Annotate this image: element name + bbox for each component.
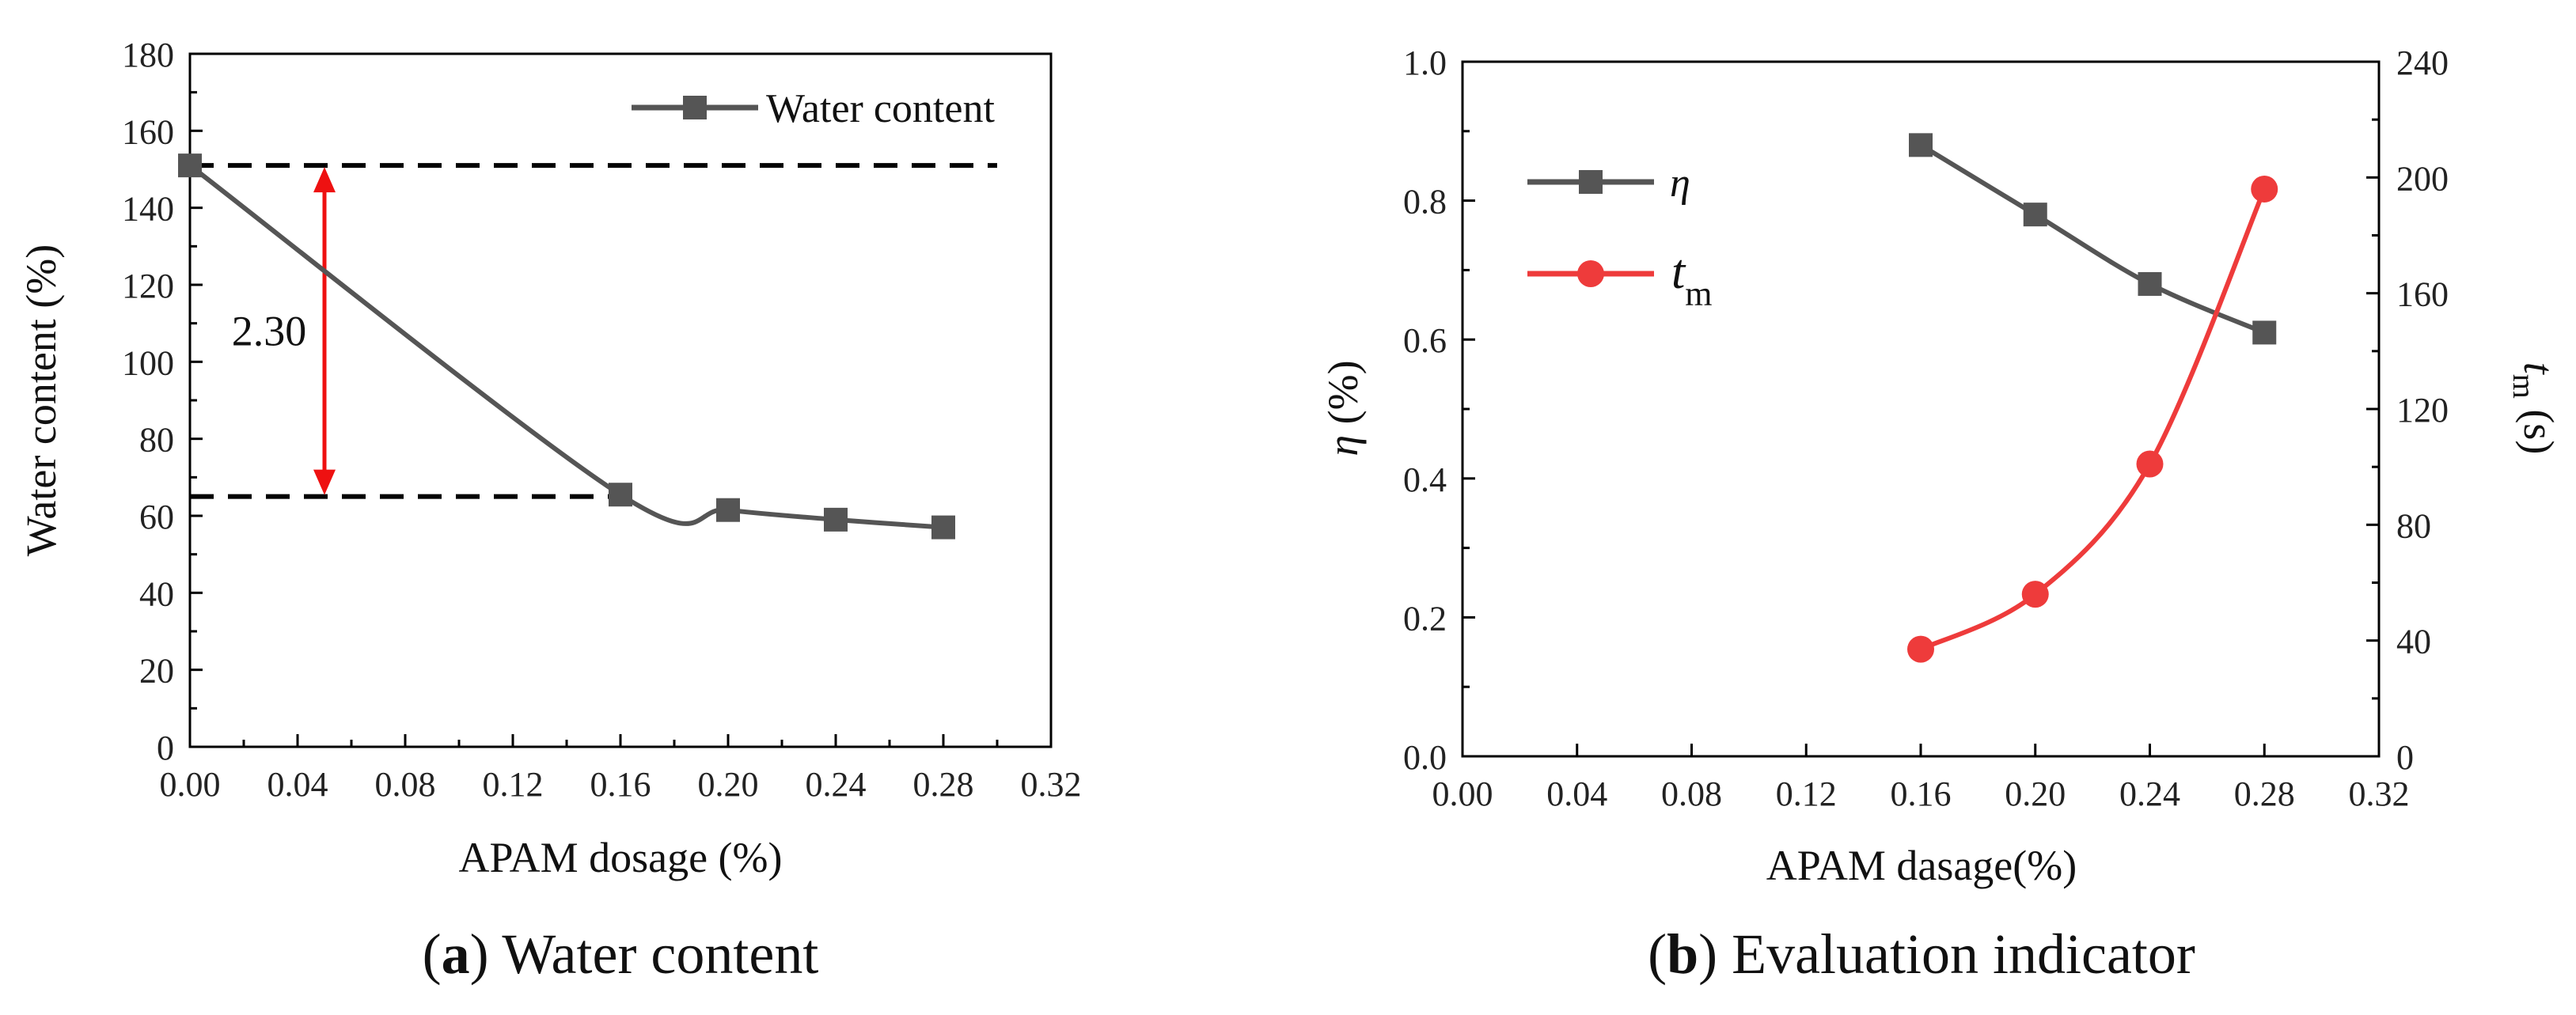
chart-b-xlabel: APAM dasage(%) — [1766, 842, 2077, 889]
chart-a-x-tick-label: 0.28 — [913, 765, 974, 804]
chart-a-arrow-label: 2.30 — [232, 307, 307, 354]
chart-b-y-left-tick-label: 0.4 — [1403, 460, 1447, 499]
chart-b-x-tick-label: 0.28 — [2234, 775, 2295, 813]
chart-b-y-right-tick-label: 80 — [2396, 506, 2431, 545]
chart-a-data-point — [824, 507, 848, 532]
chart-a-x-tick-label: 0.08 — [375, 765, 436, 804]
chart-b-x-ticks: 0.00 0.04 0.08 0.12 0.16 0.20 0.24 0.28 0.32 — [1432, 744, 2410, 813]
chart-b-y-left-tick-label: 0.8 — [1403, 183, 1447, 222]
chart-a-y-tick-label: 60 — [139, 498, 174, 536]
chart-b-y-right-tick-label: 40 — [2396, 623, 2431, 661]
chart-b-y-right-ticks: 0 40 80 120 160 200 240 — [2366, 44, 2449, 777]
chart-b-eta-data-point — [2023, 203, 2047, 227]
chart-b-tm-data-point — [1907, 635, 1934, 663]
chart-a-y-tick-label: 100 — [122, 343, 174, 382]
chart-b-y-right-tick-label: 120 — [2396, 391, 2449, 430]
chart-b-legend-tm-marker — [1577, 260, 1604, 287]
chart-b-x-tick-label: 0.08 — [1661, 775, 1722, 813]
chart-a-y-tick-label: 0 — [157, 729, 174, 767]
chart-a-arrow — [313, 167, 336, 495]
chart-b-legend-tm-label: tm — [1671, 245, 1712, 313]
chart-b-ylabel-left-symbol: η — [1319, 435, 1367, 456]
chart-a-caption-text: Water content — [502, 922, 818, 986]
chart-a-y-tick-label: 20 — [139, 652, 174, 691]
chart-a-x-tick-label: 0.16 — [590, 765, 651, 804]
chart-a-y-ticks: 0 20 40 60 80 100 120 140 160 180 — [122, 36, 203, 767]
chart-a-y-tick-label: 140 — [122, 190, 174, 229]
chart-a-series — [178, 153, 955, 540]
chart-b-y-left-tick-label: 1.0 — [1403, 44, 1447, 82]
chart-b-eta-data-point — [2252, 320, 2277, 345]
chart-a-legend-marker — [683, 96, 707, 119]
chart-b-y-right-tick-label: 200 — [2396, 159, 2449, 198]
chart-a-caption-letter: a — [442, 922, 470, 986]
chart-a-x-tick-label: 0.04 — [267, 765, 328, 804]
chart-a-y-tick-label: 120 — [122, 267, 174, 305]
chart-b-ylabel-right-sub: m — [2506, 374, 2542, 399]
chart-b-ylabel-right-symbol: t — [2515, 362, 2563, 376]
chart-b-y-right-tick-label: 0 — [2396, 738, 2414, 777]
chart-b-legend-eta-label: η — [1670, 161, 1690, 206]
chart-b-caption-text: Evaluation indicator — [1732, 922, 2195, 986]
chart-b-ylabel-left: η (%) — [1319, 360, 1367, 456]
chart-a-x-tick-label: 0.32 — [1021, 765, 1082, 804]
chart-b-legend-tm-main: t — [1671, 245, 1686, 299]
chart-b-x-tick-label: 0.00 — [1432, 775, 1493, 813]
chart-a-x-ticks: 0.00 0.04 0.08 0.12 0.16 0.20 0.24 0.28 0.32 — [160, 734, 1082, 804]
chart-a-x-tick-label: 0.20 — [698, 765, 759, 804]
chart-b-y-left-tick-label: 0.2 — [1403, 599, 1447, 638]
chart-a-x-tick-label: 0.00 — [160, 765, 221, 804]
chart-b-y-left-tick-label: 0.6 — [1403, 321, 1447, 360]
chart-b-series — [1907, 133, 2278, 663]
chart-b-x-tick-label: 0.32 — [2349, 775, 2410, 813]
chart-b-caption: (b) Evaluation indicator — [1648, 922, 2195, 986]
chart-a-arrow-head-down — [313, 469, 336, 495]
chart-b-eta-data-point — [2138, 271, 2162, 296]
chart-b-legend-eta-marker — [1579, 170, 1603, 194]
chart-a-data-point — [716, 498, 740, 522]
chart-b-legend-tm-sub: m — [1685, 275, 1712, 313]
chart-b-x-tick-label: 0.16 — [1891, 775, 1952, 813]
chart-a-xlabel: APAM dosage (%) — [459, 834, 783, 881]
chart-a-y-tick-label: 80 — [139, 421, 174, 460]
chart-a-y-tick-label: 180 — [122, 36, 174, 74]
chart-b-y-left-tick-label: 0.0 — [1403, 738, 1447, 777]
chart-a-caption: (a) Water content — [423, 922, 819, 986]
chart-b-tm-data-point — [2251, 175, 2278, 203]
chart-b-ylabel-right: tm (s) — [2506, 362, 2563, 455]
chart-b-x-tick-label: 0.24 — [2119, 775, 2180, 813]
chart-a-legend-label: Water content — [766, 86, 995, 131]
chart-a-x-tick-label: 0.12 — [483, 765, 544, 804]
chart-b-tm-line — [1919, 187, 2267, 652]
chart-a: 0.00 0.04 0.08 0.12 0.16 0.20 0.24 0.28 0.32 0 20… — [17, 36, 1082, 986]
chart-a-data-point — [178, 153, 202, 178]
chart-a-arrow-head-up — [313, 167, 336, 193]
chart-a-data-point — [609, 483, 632, 507]
chart-b-tm-data-point — [2136, 450, 2164, 478]
chart-a-legend: Water content — [632, 86, 995, 131]
chart-b-y-right-tick-label: 240 — [2396, 44, 2449, 82]
chart-a-x-tick-label: 0.24 — [806, 765, 867, 804]
chart-b-x-tick-label: 0.12 — [1776, 775, 1837, 813]
chart-b-y-left-ticks: 0.0 0.2 0.4 0.6 0.8 1.0 — [1403, 44, 1475, 777]
chart-a-frame — [188, 52, 1053, 748]
chart-b-x-tick-label: 0.20 — [2005, 775, 2066, 813]
chart-b-eta-data-point — [1909, 133, 1933, 157]
chart-b-frame — [1461, 60, 2381, 758]
chart-a-y-tick-label: 160 — [122, 112, 174, 151]
chart-a-y-tick-label: 40 — [139, 574, 174, 613]
chart-b-y-right-tick-label: 160 — [2396, 275, 2449, 314]
chart-a-data-point — [931, 515, 955, 540]
chart-b-x-tick-label: 0.04 — [1546, 775, 1607, 813]
chart-a-ylabel: Water content (%) — [17, 244, 65, 556]
chart-b: 0.00 0.04 0.08 0.12 0.16 0.20 0.24 0.28 0.32 0.0… — [1319, 44, 2563, 986]
chart-a-dashed-lines — [190, 163, 997, 499]
chart-b-ylabel-right-unit: (s) — [2515, 399, 2563, 454]
chart-b-tm-data-point — [2021, 581, 2049, 608]
chart-b-eta-line — [1919, 142, 2266, 335]
chart-b-caption-letter: b — [1667, 922, 1698, 986]
chart-b-legend: η tm — [1527, 161, 1712, 313]
